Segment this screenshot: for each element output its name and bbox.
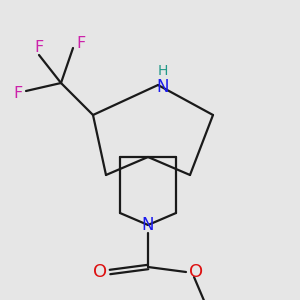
Text: F: F (14, 85, 22, 100)
Text: O: O (93, 263, 107, 281)
Text: F: F (76, 35, 85, 50)
Text: O: O (189, 263, 203, 281)
Text: H: H (158, 64, 168, 78)
Text: N: N (157, 78, 169, 96)
Text: N: N (142, 216, 154, 234)
Text: F: F (34, 40, 43, 55)
